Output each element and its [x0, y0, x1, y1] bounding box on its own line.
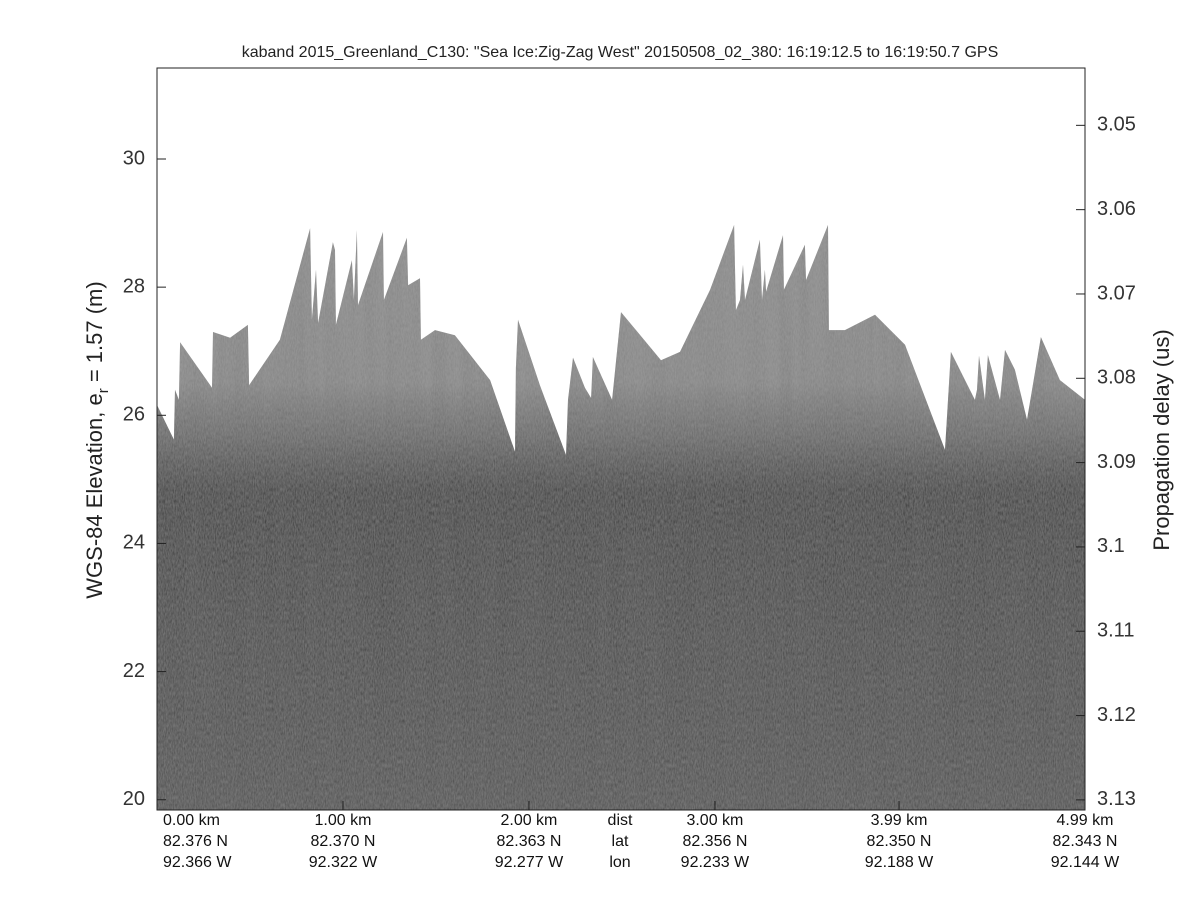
lat-label: 82.363 N — [496, 833, 561, 850]
plot-frame — [156, 67, 1086, 811]
y2-tick-label: 3.05 — [1097, 114, 1136, 136]
y-label-part: WGS-84 Elevation, e — [82, 393, 107, 598]
y-label-subscript: r — [95, 388, 112, 393]
y-tick-label: 22 — [123, 660, 145, 682]
y-label-part: = 1.57 (m) — [82, 281, 107, 388]
y2-tick-label: 3.11 — [1097, 620, 1134, 642]
y2-tick-label: 3.1 — [1097, 535, 1125, 557]
x-tick-label: 4.99 km — [1057, 812, 1114, 829]
x-tick-label: 3.99 km — [871, 812, 928, 829]
x-tick-label: 1.00 km — [315, 812, 372, 829]
x-row-name: dist — [608, 812, 633, 829]
x-tick-label: 0.00 km — [163, 812, 220, 829]
chart-title: kaband 2015_Greenland_C130: "Sea Ice:Zig… — [242, 44, 999, 61]
lon-label: 92.322 W — [309, 854, 378, 871]
y-tick-label: 26 — [123, 404, 145, 426]
lon-label: 92.366 W — [163, 854, 232, 871]
y2-tick-label: 3.06 — [1097, 198, 1136, 220]
y2-tick-label: 3.13 — [1097, 788, 1136, 810]
lon-label: 92.277 W — [495, 854, 564, 871]
echogram-area — [157, 225, 1085, 810]
lat-label: 82.356 N — [682, 833, 747, 850]
y-axis-label: WGS-84 Elevation, er = 1.57 (m) — [82, 281, 112, 598]
y2-tick-label: 3.07 — [1097, 282, 1136, 304]
x-row-name: lat — [612, 833, 629, 850]
lon-label: 92.144 W — [1051, 854, 1120, 871]
lat-label: 82.376 N — [163, 833, 228, 850]
lon-label: 92.188 W — [865, 854, 934, 871]
y2-axis-label: Propagation delay (us) — [1149, 329, 1174, 550]
y-tick-label: 30 — [123, 147, 145, 169]
y2-tick-label: 3.08 — [1097, 367, 1136, 389]
x-tick-label: 2.00 km — [500, 812, 557, 829]
y-tick-label: 28 — [123, 275, 145, 297]
x-row-name: lon — [609, 854, 630, 871]
lon-label: 92.233 W — [681, 854, 750, 871]
y-tick-label: 24 — [123, 532, 145, 554]
lat-label: 82.343 N — [1053, 833, 1118, 850]
x-tick-label: 3.00 km — [686, 812, 743, 829]
lat-label: 82.350 N — [867, 833, 932, 850]
y2-tick-label: 3.12 — [1097, 704, 1136, 726]
y2-tick-label: 3.09 — [1097, 451, 1136, 473]
lat-label: 82.370 N — [311, 833, 376, 850]
y-tick-label: 20 — [123, 788, 145, 810]
